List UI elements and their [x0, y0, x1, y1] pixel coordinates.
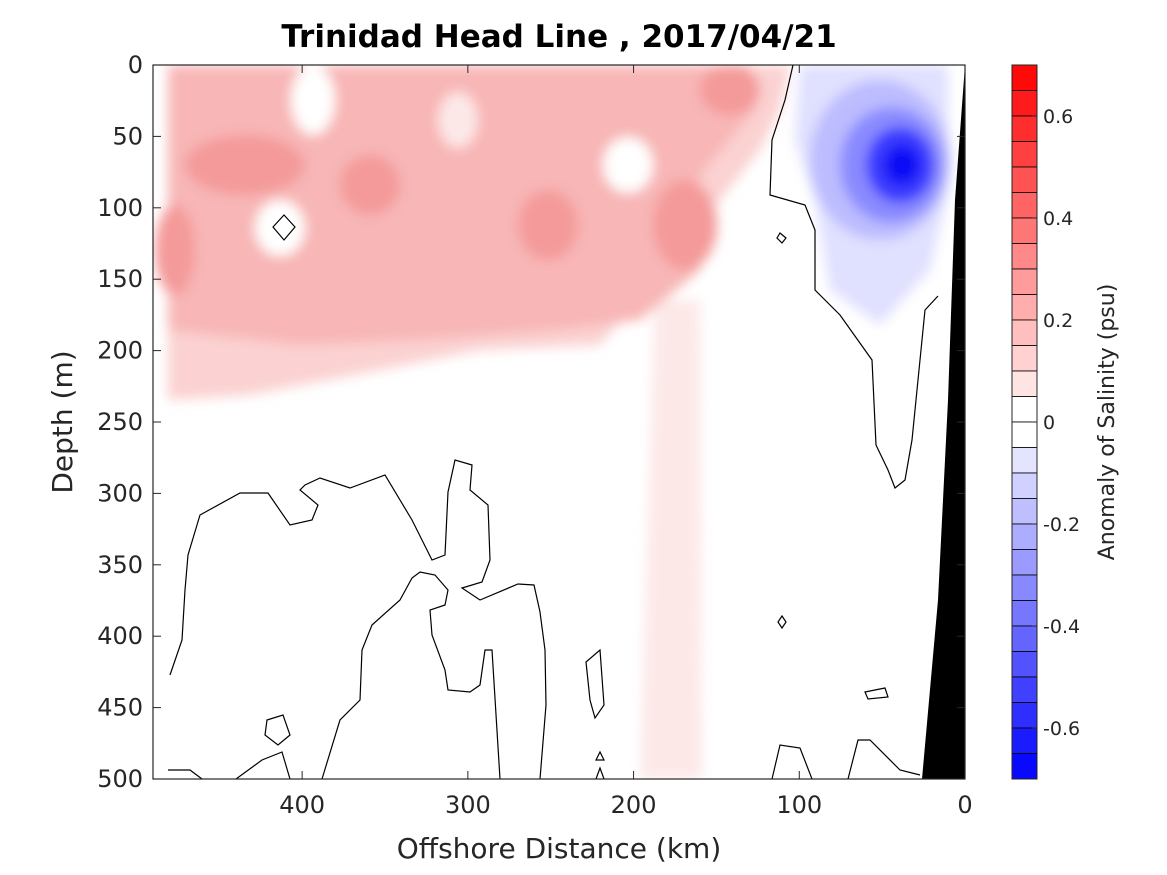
- zero-contour-small-a: [264, 714, 291, 746]
- positive-anomaly-column: [640, 300, 702, 779]
- zero-contour-deep-patch: [585, 648, 605, 720]
- zero-contour-bottom-e: [771, 744, 813, 779]
- colorbar-swatch: [1011, 498, 1038, 525]
- colorbar-swatch: [1011, 243, 1038, 270]
- zero-contour-small-e: [776, 232, 787, 244]
- x-tick-label: 0: [957, 791, 972, 819]
- negative-anomaly-field: [795, 65, 950, 325]
- zero-contour-small-b: [272, 214, 296, 241]
- fresher-patch-a: [291, 65, 335, 135]
- positive-anomaly-core-e: [700, 65, 760, 115]
- colorbar-swatch: [1011, 64, 1038, 91]
- colorbar-swatch: [1011, 345, 1038, 372]
- y-tick-label: 450: [97, 694, 143, 722]
- colorbar-tick-label: 0.6: [1043, 106, 1073, 128]
- x-axis-label: Offshore Distance (km): [397, 832, 722, 865]
- plot-area: [152, 64, 966, 780]
- positive-anomaly-core-a: [185, 135, 305, 195]
- y-tick-label: 350: [97, 551, 143, 579]
- fresher-patch-c: [603, 137, 653, 193]
- zero-contour-coastal: [769, 65, 939, 489]
- zero-contour-bottom-b: [235, 751, 291, 779]
- colorbar-swatch: [1011, 625, 1038, 652]
- negative-anomaly-peak: [884, 145, 920, 185]
- zero-contour-deep-mid: [321, 571, 501, 779]
- colorbar-swatch: [1011, 166, 1038, 193]
- colorbar-swatch: [1011, 600, 1038, 627]
- zero-contour-lines: [168, 65, 939, 779]
- colorbar-tick-label: -0.6: [1043, 718, 1080, 740]
- colorbar-swatch: [1011, 370, 1038, 397]
- y-axis: 0 50 100 150 200 250 300 350 400 450 500: [97, 51, 965, 793]
- positive-anomaly-field: [155, 65, 790, 779]
- colorbar-swatch: [1011, 702, 1038, 729]
- zero-contour-small-c: [777, 614, 787, 630]
- colorbar-swatch: [1011, 574, 1038, 601]
- positive-anomaly-core-d: [653, 180, 717, 270]
- colorbar-swatch: [1011, 651, 1038, 678]
- colorbar-swatch: [1011, 396, 1038, 423]
- y-tick-label: 0: [128, 51, 143, 79]
- positive-anomaly-core-b: [340, 155, 400, 215]
- colorbar-swatch: [1011, 676, 1038, 703]
- fresher-patch-d: [438, 92, 478, 148]
- y-tick-label: 300: [97, 479, 143, 507]
- colorbar-swatch: [1011, 217, 1038, 244]
- x-axis: 400 300 200 100 0: [279, 65, 973, 819]
- chart-title: Trinidad Head Line , 2017/04/21: [281, 19, 836, 55]
- x-tick-label: 300: [445, 791, 491, 819]
- y-tick-label: 100: [97, 194, 143, 222]
- zero-contour-bottom-d: [595, 750, 605, 761]
- colorbar-swatch: [1011, 753, 1038, 780]
- y-tick-label: 250: [97, 408, 143, 436]
- positive-anomaly-core-f: [155, 205, 195, 295]
- colorbar-swatch: [1011, 421, 1038, 448]
- colorbar-tick-label: 0.2: [1043, 310, 1073, 332]
- colorbar-tick-label: 0: [1043, 412, 1055, 434]
- colorbar-swatch: [1011, 523, 1038, 550]
- zero-contour-bottom-c: [595, 766, 605, 779]
- x-tick-label: 100: [776, 791, 822, 819]
- colorbar-swatch: [1011, 90, 1038, 117]
- x-tick-label: 400: [279, 791, 325, 819]
- zero-contour-deep-west: [169, 459, 547, 779]
- colorbar-swatch: [1011, 294, 1038, 321]
- y-tick-label: 150: [97, 265, 143, 293]
- colorbar-swatch: [1011, 141, 1038, 168]
- colorbar-swatch: [1011, 192, 1038, 219]
- colorbar-swatch: [1011, 319, 1038, 346]
- colorbar: 0.6 0.4 0.2 0 -0.2 -0.4 -0.6: [1011, 64, 1080, 780]
- colorbar-tick-label: -0.2: [1043, 514, 1080, 536]
- y-tick-label: 400: [97, 622, 143, 650]
- x-tick-label: 200: [611, 791, 657, 819]
- positive-anomaly-core-c: [518, 190, 578, 260]
- fresher-patch-b: [255, 200, 305, 256]
- colorbar-tick-label: 0.4: [1043, 208, 1073, 230]
- zero-contour-small-d: [864, 687, 889, 700]
- colorbar-swatch: [1011, 727, 1038, 754]
- colorbar-tick-label: -0.4: [1043, 616, 1080, 638]
- colorbar-swatch: [1011, 549, 1038, 576]
- y-axis-label: Depth (m): [46, 350, 79, 493]
- land-shelf: [922, 65, 965, 779]
- y-tick-label: 500: [97, 765, 143, 793]
- y-tick-label: 50: [112, 122, 143, 150]
- colorbar-swatch: [1011, 472, 1038, 499]
- colorbar-swatch: [1011, 115, 1038, 142]
- zero-contour-bottom-a: [168, 769, 203, 779]
- y-tick-label: 200: [97, 337, 143, 365]
- zero-contour-bottom-f: [847, 739, 921, 779]
- positive-anomaly-mid: [168, 65, 755, 345]
- colorbar-swatch: [1011, 268, 1038, 295]
- colorbar-swatch: [1011, 447, 1038, 474]
- colorbar-label: Anomaly of Salinity (psu): [1095, 284, 1120, 561]
